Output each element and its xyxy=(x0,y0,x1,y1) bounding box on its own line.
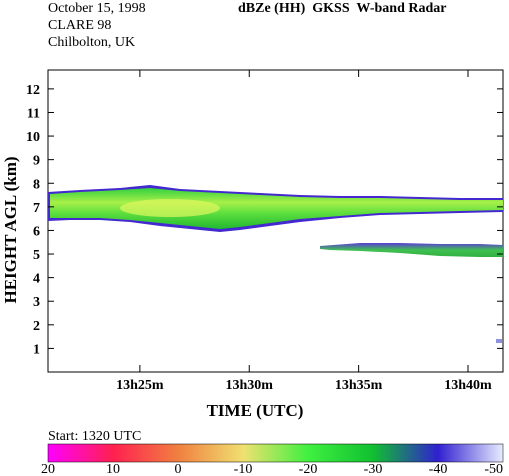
colorbar-tick-label: -20 xyxy=(299,462,318,476)
product-label: dBZe (HH) xyxy=(238,1,306,16)
colorbar-tick-label: 20 xyxy=(41,462,55,476)
plot-area xyxy=(47,69,504,373)
chart-title: dBZe (HH) GKSS W-band Radar xyxy=(238,0,447,17)
y-tick-label: 12 xyxy=(26,83,40,98)
x-tick-label: 13h30m xyxy=(226,378,274,393)
campaign-label: CLARE 98 xyxy=(48,18,112,33)
y-tick-label: 3 xyxy=(33,295,40,310)
y-tick-label: 10 xyxy=(26,130,40,145)
y-tick-label: 9 xyxy=(33,154,40,169)
upper-layer-core xyxy=(50,188,503,229)
lower-layer xyxy=(320,243,503,257)
start-time-label: Start: 1320 UTC xyxy=(48,429,141,444)
y-tick-label: 6 xyxy=(33,224,40,239)
instrument-label: GKSS W-band Radar xyxy=(312,1,447,16)
y-tick-label: 8 xyxy=(33,177,40,192)
y-tick-label: 1 xyxy=(33,342,40,357)
y-tick-label: 11 xyxy=(27,106,40,121)
y-tick-label: 7 xyxy=(33,201,40,216)
upper-layer-peak xyxy=(120,199,220,217)
y-tick-label: 5 xyxy=(33,248,40,263)
x-tick-label: 13h35m xyxy=(335,378,383,393)
x-tick-label: 13h40m xyxy=(444,378,492,393)
colorbar-tick-label: -10 xyxy=(234,462,253,476)
y-axis-title: HEIGHT AGL (km) xyxy=(1,156,20,303)
x-axis-title: TIME (UTC) xyxy=(207,401,304,420)
colorbar-tick-label: -40 xyxy=(429,462,448,476)
colorbar-tick-label: -50 xyxy=(484,462,503,476)
site-label: Chilbolton, UK xyxy=(48,35,136,50)
colorbar-tick-label: 0 xyxy=(175,462,182,476)
colorbar-tick-label: -30 xyxy=(364,462,383,476)
colorbar xyxy=(47,443,504,463)
y-tick-label: 4 xyxy=(33,272,40,287)
noise-pixel xyxy=(496,339,502,343)
date-label: October 15, 1998 xyxy=(48,1,146,16)
y-tick-label: 2 xyxy=(33,319,40,334)
x-tick-label: 13h25m xyxy=(116,378,164,393)
colorbar-tick-label: 10 xyxy=(106,462,120,476)
colorbar-ticks: 20 10 0 -10 -20 -30 -40 -50 xyxy=(41,462,503,476)
x-axis: 13h25m 13h30m 13h35m 13h40m xyxy=(116,70,492,393)
